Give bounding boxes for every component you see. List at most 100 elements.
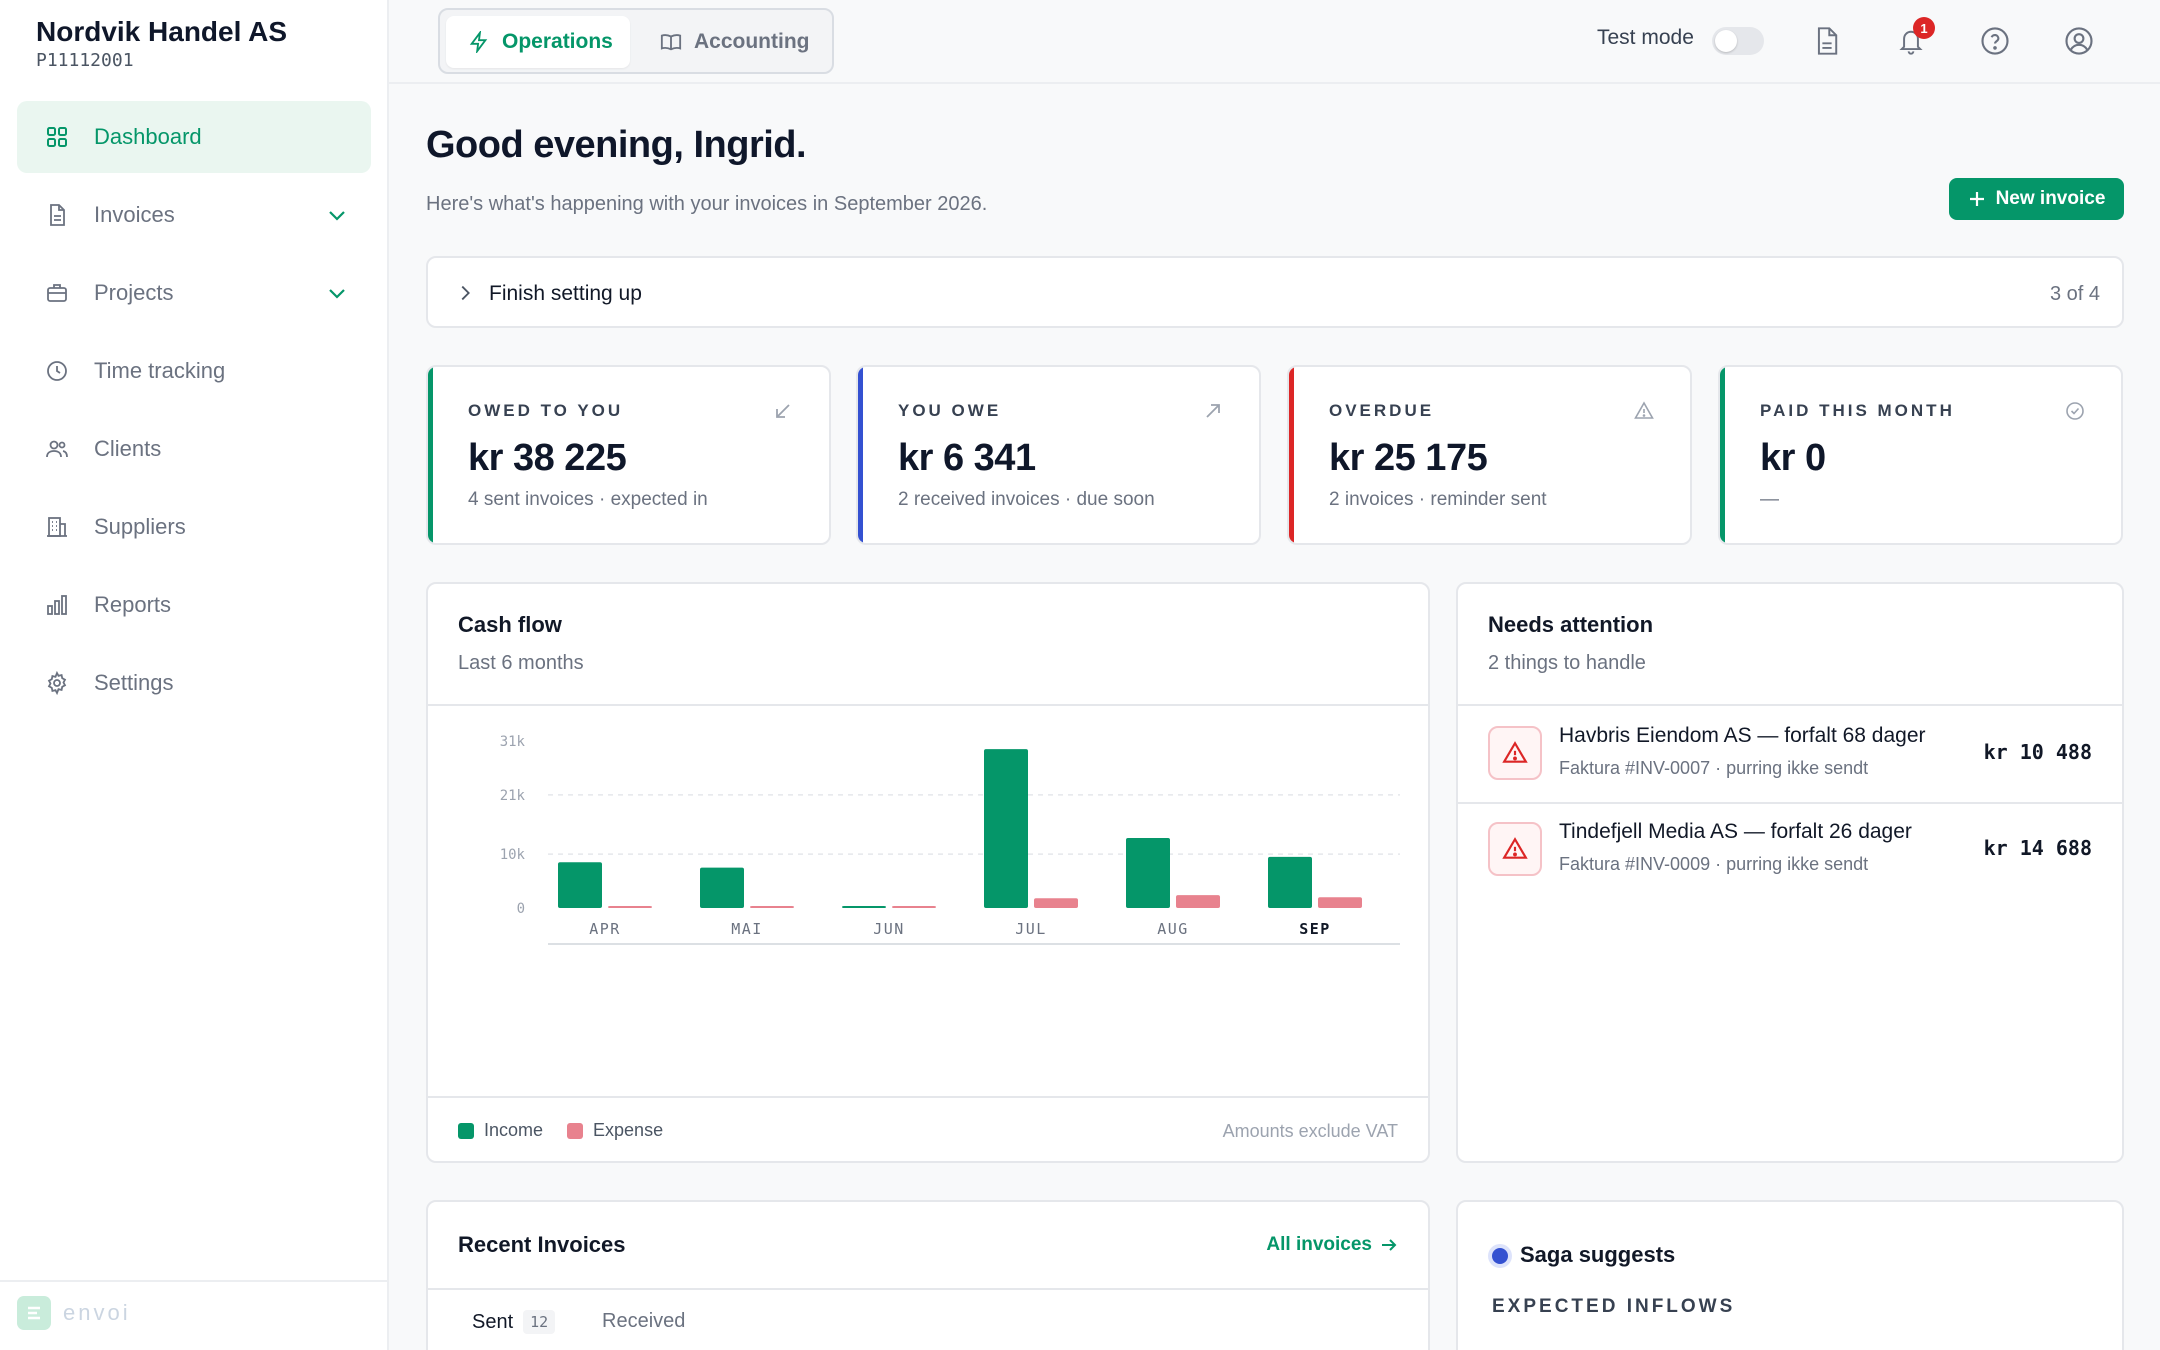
building-icon [44,514,70,540]
bar-income-apr[interactable] [558,862,602,908]
sidebar-item-projects[interactable]: Projects [17,257,371,329]
tab-sent[interactable]: Sent 12 [472,1310,556,1334]
envoi-logo-text: envoi [63,1300,131,1325]
tab-label: Accounting [694,30,810,53]
attention-item[interactable]: Havbris Eiendom AS — forfalt 68 dager Fa… [1458,706,2122,802]
cash-flow-card: Cash flow Last 6 months 0 10k 21k 31k APR MAI… [426,582,1430,1163]
notifications-button[interactable]: 1 [1892,17,1935,60]
users-icon [44,436,70,462]
sidebar-item-invoices[interactable]: Invoices [17,179,371,251]
stat-note: 2 received invoices · due soon [898,489,1155,510]
help-icon [1981,27,2009,55]
sidebar: Nordvik Handel AS P11112001 Dashboard In… [0,0,389,1350]
stat-label: PAID THIS MONTH [1760,401,1955,420]
help-button[interactable] [1976,22,2014,60]
dashboard-icon [44,124,70,150]
sidebar-item-label: Projects [94,280,174,305]
bar-expense-apr[interactable] [608,906,652,908]
arrow-up-right-icon [1206,404,1220,418]
stat-card-owed-to-you[interactable]: OWED TO YOU kr 38 225 4 sent invoices · … [426,365,831,545]
x-tick-label: JUL [1015,920,1047,938]
divider [428,704,1428,706]
toggle-knob [1715,30,1737,52]
bar-expense-aug[interactable] [1176,895,1220,908]
sidebar-footer: envoi [0,1280,389,1350]
legend-swatch [458,1122,474,1139]
stat-value: kr 0 [1760,437,1826,479]
stat-card-overdue[interactable]: OVERDUE kr 25 175 2 invoices · reminder … [1287,365,1692,545]
stat-label: YOU OWE [898,401,1002,420]
sidebar-item-time-tracking[interactable]: Time tracking [17,335,371,407]
recent-invoices-card: Recent Invoices All invoices Sent 12 Rec… [426,1200,1430,1350]
setup-progress: 3 of 4 [2049,283,2100,305]
card-title: Cash flow [458,612,562,637]
sidebar-item-label: Suppliers [94,514,186,539]
attention-title: Tindefjell Media AS — forfalt 26 dager [1559,820,1912,843]
bar-chart-icon [44,592,70,618]
chevron-down-icon[interactable] [325,203,349,227]
stat-accent-bar [1289,367,1294,543]
attention-amount: kr 14 688 [1983,836,2092,860]
sidebar-item-clients[interactable]: Clients [17,413,371,485]
y-tick-label: 10k [500,847,526,863]
bolt-icon [469,31,488,53]
attention-subtitle: Faktura #INV-0009 · purring ikke sendt [1559,854,1869,874]
book-icon [660,34,682,51]
bar-expense-sep[interactable] [1318,897,1362,908]
x-tick-label: JUN [873,920,905,938]
sidebar-item-settings[interactable]: Settings [17,647,371,719]
stat-note: — [1760,489,1779,510]
needs-attention-card: Needs attention 2 things to handle Havbr… [1456,582,2124,1163]
tab-operations[interactable]: Operations [446,16,630,68]
sidebar-item-reports[interactable]: Reports [17,569,371,641]
account-button[interactable] [2060,22,2098,60]
bar-income-jul[interactable] [984,749,1028,908]
all-invoices-link[interactable]: All invoices [1266,1234,1398,1256]
gear-icon [44,670,70,696]
bar-income-aug[interactable] [1126,837,1170,908]
vat-note: Amounts exclude VAT [1222,1121,1398,1141]
stat-note: 2 invoices · reminder sent [1329,489,1547,510]
tab-received[interactable]: Received [602,1310,685,1333]
warning-icon [1634,401,1654,419]
check-circle-icon [2066,402,2084,420]
stat-card-you-owe[interactable]: YOU OWE kr 6 341 2 received invoices · d… [856,365,1261,545]
document-button[interactable] [1808,22,1846,60]
bar-expense-jul[interactable] [1034,898,1078,908]
y-tick-label: 31k [500,734,526,750]
finish-setup-panel[interactable]: Finish setting up 3 of 4 [426,256,2124,328]
attention-amount: kr 10 488 [1983,740,2092,764]
sidebar-item-label: Dashboard [94,124,202,149]
sidebar-item-dashboard[interactable]: Dashboard [17,101,371,173]
stat-label: OWED TO YOU [468,401,624,420]
sidebar-item-label: Time tracking [94,358,226,383]
card-subtitle: Last 6 months [458,652,584,674]
sidebar-item-suppliers[interactable]: Suppliers [17,491,371,563]
bar-expense-jun[interactable] [892,906,936,908]
tab-label: Sent [472,1310,514,1333]
stat-value: kr 38 225 [468,437,627,479]
divider [1458,802,2122,804]
chevron-down-icon[interactable] [325,281,349,305]
stat-value: kr 25 175 [1329,437,1488,479]
page-title: Good evening, Ingrid. [426,124,807,166]
sidebar-item-label: Clients [94,436,162,461]
tab-accounting[interactable]: Accounting [640,16,830,68]
divider [428,1096,1428,1098]
attention-subtitle: Faktura #INV-0007 · purring ikke sendt [1559,758,1869,778]
card-subtitle: 2 things to handle [1488,652,1646,674]
bar-income-sep[interactable] [1268,856,1312,908]
bar-expense-mai[interactable] [750,906,794,908]
user-circle-icon [2065,27,2093,55]
saga-section-label: EXPECTED INFLOWS [1492,1296,1736,1317]
stat-card-paid-this-month[interactable]: PAID THIS MONTH kr 0 — [1718,365,2123,545]
divider [1458,704,2122,706]
attention-item[interactable]: Tindefjell Media AS — forfalt 26 dager F… [1458,802,2122,898]
org-id: P11112001 [36,50,134,71]
bar-income-jun[interactable] [842,906,886,908]
test-mode-toggle[interactable] [1712,27,1764,55]
bar-income-mai[interactable] [700,867,744,908]
x-tick-label: APR [589,920,621,938]
saga-indicator-icon [1492,1248,1508,1264]
new-invoice-button[interactable]: New invoice [1949,178,2124,220]
